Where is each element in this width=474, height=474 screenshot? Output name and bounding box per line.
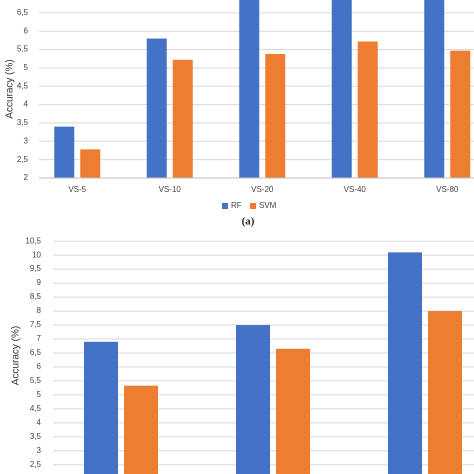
y-tick-label: 2 — [24, 173, 29, 182]
y-tick-label: 6 — [37, 362, 42, 371]
chart: 2,5 3 3,5 4 4,5 5 5,5 6 6,5 7 7,5 8 8,5 9 9,5 10 10,5 Acc… — [11, 236, 474, 474]
y-tick-label: 7 — [37, 334, 42, 343]
x-tick-label: VS-80 — [436, 185, 459, 194]
bar — [239, 0, 260, 179]
bar — [276, 348, 310, 474]
bar — [54, 126, 75, 178]
y-tick-label: 3,5 — [17, 118, 29, 127]
legend-label: RF — [231, 201, 242, 210]
y-tick-label: 6,5 — [17, 8, 29, 17]
y-tick-label: 8,5 — [30, 292, 42, 301]
y-tick-label: 5,5 — [30, 376, 42, 385]
y-tick-label: 5,5 — [17, 45, 29, 54]
legend-swatch — [222, 203, 228, 209]
bar — [84, 341, 118, 474]
bar — [428, 311, 462, 474]
y-tick-label: 3 — [37, 446, 42, 455]
y-tick-label: 9 — [37, 278, 42, 287]
y-tick-label: 6 — [24, 26, 29, 35]
bar — [124, 385, 158, 474]
legend-label: SVM — [259, 201, 277, 210]
legend-swatch — [250, 203, 256, 209]
y-tick-label: 5 — [24, 63, 29, 72]
x-tick-label: VS-5 — [68, 185, 86, 194]
bar — [80, 149, 101, 178]
y-tick-label: 2,5 — [17, 155, 29, 164]
y-tick-label: 3,5 — [30, 432, 42, 441]
bar — [236, 325, 270, 474]
y-axis-label: Accuracy (%) — [11, 326, 22, 385]
bar — [331, 0, 352, 179]
bar — [388, 252, 422, 474]
bar — [450, 50, 471, 178]
caption: (a) — [242, 216, 255, 228]
y-tick-label: 8 — [37, 306, 42, 315]
y-tick-label: 4,5 — [17, 81, 29, 90]
y-tick-label: 5 — [37, 390, 42, 399]
y-tick-label: 4,5 — [30, 404, 42, 413]
y-tick-label: 4 — [24, 100, 29, 109]
bar — [424, 0, 445, 179]
bar — [172, 59, 193, 179]
y-tick-label: 6,5 — [30, 348, 42, 357]
bar — [357, 41, 378, 178]
y-tick-label: 4 — [37, 418, 42, 427]
x-tick-label: VS-20 — [251, 185, 274, 194]
y-tick-label: 10,5 — [25, 236, 41, 245]
bar — [146, 38, 167, 178]
chart: 2 2,5 3 3,5 4 4,5 5 5,5 6 6,5 Accuracy (%) VS-5 VS-1… — [5, 0, 474, 228]
x-tick-label: VS-40 — [344, 185, 367, 194]
y-tick-label: 2,5 — [30, 460, 42, 469]
y-tick-label: 7,5 — [30, 320, 42, 329]
y-tick-label: 10 — [32, 250, 41, 259]
y-tick-label: 9,5 — [30, 264, 42, 273]
x-tick-label: VS-10 — [159, 185, 182, 194]
bar — [265, 53, 286, 178]
y-tick-label: 3 — [24, 136, 29, 145]
y-axis-label: Accuracy (%) — [5, 59, 16, 118]
